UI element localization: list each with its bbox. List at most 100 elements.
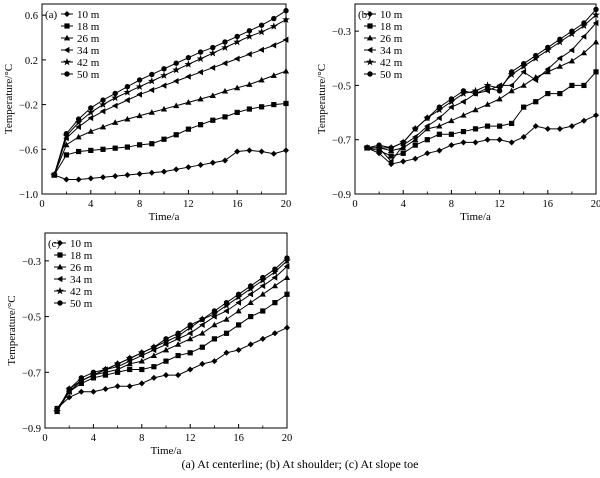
data-point [88,147,94,154]
legend-marker [63,46,70,54]
data-point [123,88,132,96]
data-point [151,364,157,370]
panel-c-chart: 0 4 8 12 16 20 −0.9 −0.7 −0.5 −0.3 Time/a Temperatu… [6,232,292,457]
data-point [544,66,551,73]
data-point [150,352,158,358]
data-point [127,366,133,373]
data-point [424,150,431,157]
data-point [99,123,107,130]
legend-marker [57,252,63,258]
data-point [211,308,218,314]
data-point [270,150,277,157]
x-tick-label: 8 [449,199,454,210]
data-point [161,136,167,142]
data-point [209,159,216,166]
data-point [282,36,289,43]
x-tick-label: 0 [42,433,47,444]
data-point [148,109,155,115]
data-point [234,148,241,155]
data-point [259,282,266,290]
data-point [448,142,455,149]
data-point [136,170,143,177]
data-point [472,106,479,113]
data-point [258,148,265,155]
data-point [187,322,193,328]
data-point [211,321,218,328]
data-point [102,366,109,373]
data-point [163,358,169,364]
data-point [593,69,599,75]
data-point [568,123,575,130]
data-point [592,38,600,45]
legend-marker [63,57,71,66]
x-tick-label: 16 [233,433,244,444]
data-point [114,366,121,372]
data-point [66,394,73,401]
legend-marker [64,23,70,29]
data-point [508,69,515,75]
data-point [162,372,170,379]
data-point [484,85,491,91]
data-point [283,274,291,280]
legend-marker [56,263,64,270]
data-point [124,144,130,150]
data-point [185,54,192,61]
legend-label: 42 m [380,57,403,69]
data-point [150,374,157,381]
data-point [448,131,455,137]
legend-label: 50 m [77,69,100,81]
legend-marker [56,275,63,283]
data-point [175,372,182,379]
data-point [112,90,118,97]
y-axis-label: Temperature/°C [6,295,18,365]
data-point [112,119,119,125]
data-point [187,366,194,373]
data-point [270,42,277,49]
data-point [460,88,467,94]
legend-marker [56,286,64,295]
data-point [271,274,278,281]
y-tick-label: −0.7 [22,368,41,379]
data-point [223,307,229,315]
data-point [124,115,131,122]
y-tick-label: −0.2 [19,101,38,112]
data-point [112,145,118,151]
data-point [484,123,491,129]
data-point [234,84,241,91]
legend-marker [367,23,373,29]
data-point [88,105,94,111]
x-tick-label: 8 [137,199,142,210]
panel-b-chart: 0 4 8 12 16 20 −0.9 −0.7 −0.5 −0.3 Time/a Temperatu… [316,3,600,223]
data-point [557,36,563,42]
data-point [247,299,254,306]
data-point [412,126,418,132]
legend-label: 42 m [77,57,100,69]
data-point [160,82,167,89]
data-point [412,133,418,141]
data-point [174,341,182,347]
data-point [87,128,94,134]
data-point [271,15,277,22]
data-point [139,366,145,373]
data-point [209,64,216,71]
data-point [258,104,265,110]
data-point [163,336,169,342]
data-point [222,114,228,120]
panel-label: (c) [48,238,61,250]
data-point [135,82,144,91]
y-tick-label: −0.9 [332,190,351,201]
data-point [556,63,563,69]
legend-label: 34 m [70,274,93,286]
data-point [112,173,119,180]
data-point [66,386,72,392]
data-point [424,123,430,130]
data-point [173,60,179,66]
data-point [187,335,194,342]
data-point [63,141,70,148]
data-point [236,322,242,328]
y-tick-label: −0.3 [22,257,41,268]
legend-marker [366,34,374,41]
data-point [87,175,94,182]
data-point [208,49,217,57]
x-tick-label: 12 [494,199,505,210]
